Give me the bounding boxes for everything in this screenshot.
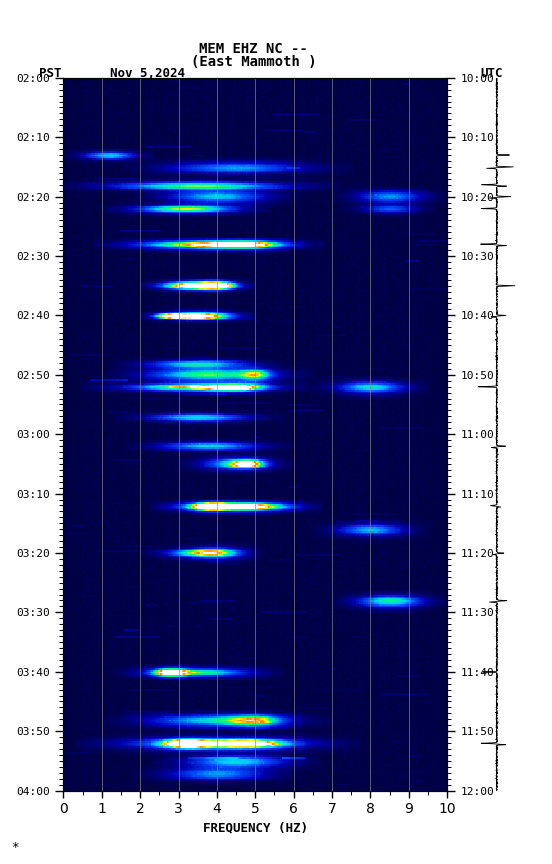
Text: UTC: UTC <box>480 67 503 80</box>
Text: *: * <box>11 841 19 854</box>
X-axis label: FREQUENCY (HZ): FREQUENCY (HZ) <box>203 822 308 835</box>
Text: Nov 5,2024: Nov 5,2024 <box>110 67 185 80</box>
Text: MEM EHZ NC --: MEM EHZ NC -- <box>199 42 309 56</box>
Text: (East Mammoth ): (East Mammoth ) <box>191 55 317 69</box>
Text: PST: PST <box>39 67 61 80</box>
